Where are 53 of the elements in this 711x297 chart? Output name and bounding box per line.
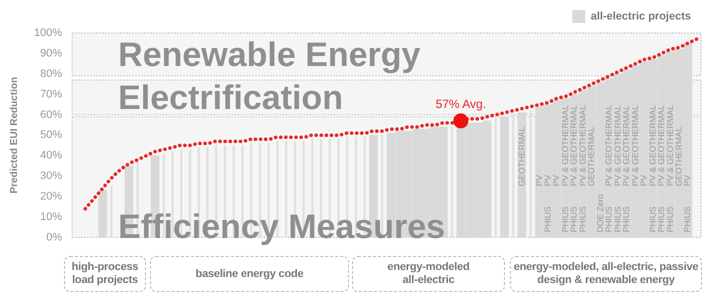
x-tick-label: PV & GEOTHERMAL	[630, 104, 640, 186]
x-tick-label: GEOTHERMAL	[586, 126, 596, 186]
x-tick-label: PV & GEOTHERMAL	[604, 104, 614, 186]
y-tick-label: 50%	[40, 129, 62, 142]
y-tick-label: 100%	[34, 27, 62, 40]
y-tick-label: 80%	[40, 68, 62, 80]
data-label: DOE Zero	[594, 194, 605, 232]
y-tick-label: 10%	[40, 210, 62, 223]
data-label: PHIUS	[612, 206, 622, 232]
data-label: PHIUS	[577, 206, 588, 232]
data-label: PHIUS	[604, 206, 614, 232]
x-tick-label: PV & GEOTHERMAL	[612, 104, 622, 186]
data-label: PHIUS	[542, 206, 552, 232]
x-tick-label: PV	[551, 174, 562, 186]
data-label: PHIUS	[682, 206, 692, 232]
band-label: Electrification	[118, 78, 343, 117]
y-tick-label: 90%	[40, 47, 62, 60]
x-tick-label: GEOTHERMAL	[516, 126, 526, 186]
data-label: PHIUS	[664, 206, 675, 232]
text: baseline energy code	[196, 268, 304, 280]
legend-label: all-electric projects	[590, 10, 692, 23]
x-tick-label: PV & GEOTHERMAL	[577, 104, 588, 186]
x-tick-label: PV	[682, 174, 692, 186]
text: energy-modeled, all-electric, passive design & renewable energy	[512, 261, 700, 287]
y-tick-label: 30%	[40, 170, 62, 182]
x-tick-label: PV	[638, 174, 649, 186]
x-tick-label: PV & GEOTHERMAL	[656, 104, 666, 186]
x-tick-label: PV & GEOTHERMAL	[568, 104, 579, 186]
x-tick-label: PV & GEOTHERMAL	[664, 104, 675, 186]
y-tick-label: 70%	[40, 88, 62, 100]
x-tick-label: PV & GEOTHERMAL	[560, 104, 570, 186]
text: high-process load projects	[70, 261, 140, 287]
x-tick-label: PV & GEOTHERMAL	[621, 104, 632, 186]
y-tick-label: 60%	[40, 108, 62, 121]
data-label: PHIUS	[560, 206, 570, 232]
y-axis-title: Predicted EUI Reduction	[8, 76, 20, 194]
data-label: PHIUS	[647, 206, 658, 232]
band-label: Renewable Energy	[118, 36, 421, 74]
data-label: PHIUS	[621, 206, 632, 232]
annotation: 57% Avg.	[436, 97, 486, 112]
y-tick-label: 20%	[40, 190, 62, 203]
data-label: PHIUS	[568, 206, 579, 232]
bar	[98, 190, 108, 238]
x-tick-label: PV & GEOTHERMAL	[647, 104, 658, 186]
x-tick-label: PV	[534, 174, 544, 186]
y-tick-label: 40%	[40, 150, 62, 162]
bar	[500, 116, 509, 238]
data-label: PHIUS	[656, 206, 666, 232]
x-tick-label: GEOTHERMAL	[674, 126, 684, 186]
text: energy-modeled all-electric	[386, 261, 471, 287]
y-tick-label: 0%	[46, 231, 62, 244]
x-tick-label: PV	[542, 174, 552, 186]
band-label: Efficiency Measures	[118, 208, 446, 246]
